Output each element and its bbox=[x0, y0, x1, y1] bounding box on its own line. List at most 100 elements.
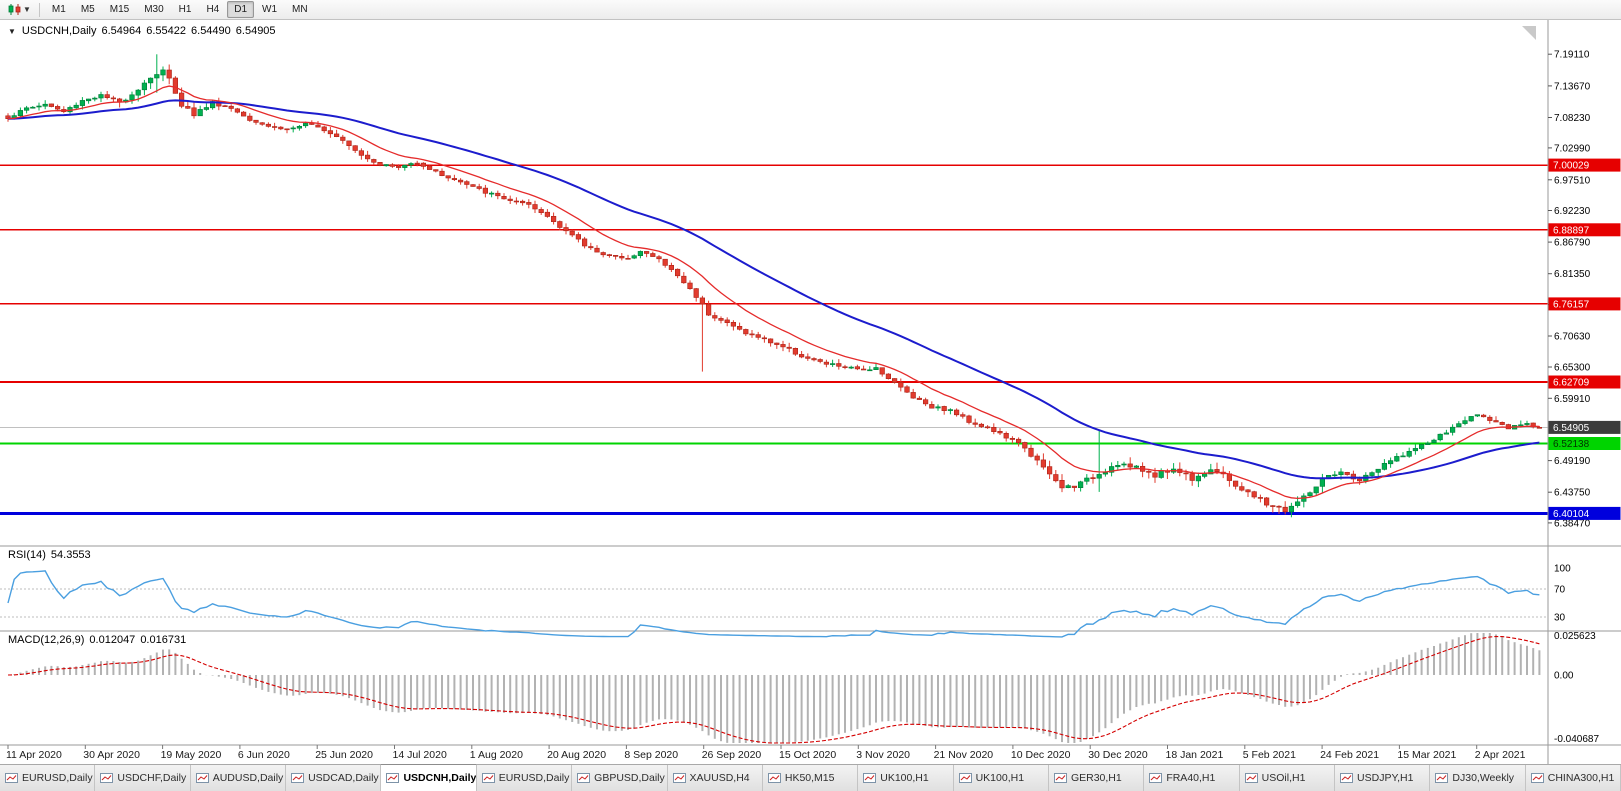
chart-tabbar: EURUSD,Daily USDCHF,Daily AUDUSD,Daily USDC… bbox=[0, 764, 1621, 791]
chart-tab-label: GER30,H1 bbox=[1070, 772, 1122, 784]
chart-tab-china300-h1[interactable]: CHINA300,H1 bbox=[1525, 765, 1621, 791]
chart-tab-icon bbox=[1340, 773, 1354, 783]
macd-panel[interactable]: 0.025623 0.00 -0.040687 bbox=[7, 631, 1599, 745]
svg-text:30: 30 bbox=[1554, 613, 1566, 624]
chart-tab-usoil-h1[interactable]: USOil,H1 bbox=[1239, 765, 1336, 791]
svg-text:8 Sep 2020: 8 Sep 2020 bbox=[624, 749, 678, 761]
svg-text:6.59910: 6.59910 bbox=[1554, 394, 1591, 405]
svg-text:7.19110: 7.19110 bbox=[1554, 50, 1590, 61]
chart-tab-gbpusd-daily[interactable]: GBPUSD,Daily bbox=[572, 765, 668, 791]
timeframe-button-w1[interactable]: W1 bbox=[262, 4, 278, 15]
chart-tab-label: USOil,H1 bbox=[1261, 772, 1306, 784]
timeframe-button-m1[interactable]: M1 bbox=[51, 4, 66, 15]
chart-tab-fra40-h1[interactable]: FRA40,H1 bbox=[1144, 765, 1240, 791]
chart-tab-usdchf-daily[interactable]: USDCHF,Daily bbox=[95, 765, 191, 791]
chart-tab-label: UK100,H1 bbox=[975, 772, 1025, 784]
svg-text:20 Aug 2020: 20 Aug 2020 bbox=[547, 749, 606, 761]
chart-tab-icon bbox=[672, 773, 686, 783]
timeframe-button-m30[interactable]: M30 bbox=[144, 4, 164, 15]
svg-text:19 May 2020: 19 May 2020 bbox=[161, 749, 222, 761]
chart-tab-label: USDJPY,H1 bbox=[1357, 772, 1414, 784]
svg-text:6.92230: 6.92230 bbox=[1554, 206, 1591, 217]
candlestick-chart-icon bbox=[8, 4, 21, 15]
svg-text:21 Nov 2020: 21 Nov 2020 bbox=[934, 749, 994, 761]
svg-text:0.025623: 0.025623 bbox=[1554, 631, 1596, 642]
chart-tab-eurusd-daily[interactable]: EURUSD,Daily bbox=[0, 765, 96, 791]
date-axis[interactable]: 11 Apr 2020 30 Apr 2020 19 May 2020 6 Jun 2… bbox=[6, 745, 1526, 761]
timeframe-button-m15[interactable]: M15 bbox=[109, 4, 130, 15]
one-click-trading-toggle[interactable]: ▼ bbox=[8, 27, 16, 36]
price-axis[interactable]: 7.19110 7.13670 7.08230 7.02990 6.97510 6.922… bbox=[1548, 50, 1621, 530]
chart-tab-label: HK50,M15 bbox=[784, 772, 835, 784]
chart-tab-xauusd-h4[interactable]: XAUUSD,H4 bbox=[667, 765, 763, 791]
chart-tab-label: USDCNH,Daily bbox=[403, 772, 477, 784]
chart-shift-marker[interactable] bbox=[1522, 26, 1536, 40]
svg-text:6.76157: 6.76157 bbox=[1553, 299, 1590, 310]
svg-text:6 Jun 2020: 6 Jun 2020 bbox=[238, 749, 290, 761]
svg-text:6.40104: 6.40104 bbox=[1553, 509, 1590, 520]
svg-text:24 Feb 2021: 24 Feb 2021 bbox=[1320, 749, 1379, 761]
svg-text:7.13670: 7.13670 bbox=[1554, 81, 1591, 92]
chart-tab-label: EURUSD,Daily bbox=[498, 772, 570, 784]
svg-text:6.86790: 6.86790 bbox=[1554, 238, 1591, 249]
svg-text:-0.040687: -0.040687 bbox=[1554, 734, 1599, 745]
svg-text:6.97510: 6.97510 bbox=[1554, 175, 1591, 186]
macd-signal-value: 0.016731 bbox=[140, 634, 187, 646]
chart-tab-label: USDCAD,Daily bbox=[308, 772, 379, 784]
timeframe-toolbar: ▼ M1 M5 M15 M30 H1 H4 D1 W1 MN bbox=[0, 0, 1621, 20]
chart-tab-icon bbox=[577, 773, 591, 783]
chart-type-button[interactable]: ▼ bbox=[4, 1, 34, 19]
rsi-indicator-label: RSI(14) 54.3553 bbox=[8, 549, 91, 561]
svg-text:6.65300: 6.65300 bbox=[1554, 363, 1591, 374]
chart-tab-label: GBPUSD,Daily bbox=[594, 772, 665, 784]
svg-text:100: 100 bbox=[1554, 564, 1571, 575]
chart-tab-eurusd-daily[interactable]: EURUSD,Daily bbox=[476, 765, 573, 791]
svg-text:18 Jan 2021: 18 Jan 2021 bbox=[1166, 749, 1224, 761]
svg-text:6.38470: 6.38470 bbox=[1554, 518, 1591, 529]
chart-tab-usdcnh-daily[interactable]: USDCNH,Daily bbox=[381, 764, 477, 791]
svg-text:7.02990: 7.02990 bbox=[1554, 143, 1591, 154]
macd-name: MACD(12,26,9) bbox=[8, 634, 85, 646]
chart-tab-ger30-h1[interactable]: GER30,H1 bbox=[1048, 765, 1145, 791]
chart-tab-icon bbox=[291, 773, 305, 783]
chart-tab-uk100-h1[interactable]: UK100,H1 bbox=[953, 765, 1049, 791]
symbol-period-label: USDCNH,Daily bbox=[21, 25, 97, 37]
chart-tab-audusd-daily[interactable]: AUDUSD,Daily bbox=[190, 765, 287, 791]
rsi-panel[interactable]: 100 70 30 bbox=[0, 564, 1571, 638]
timeframe-button-d1[interactable]: D1 bbox=[227, 1, 255, 18]
timeframe-button-m5[interactable]: M5 bbox=[80, 4, 95, 15]
ohlc-close: 6.54905 bbox=[235, 25, 276, 37]
chart-tab-usdjpy-h1[interactable]: USDJPY,H1 bbox=[1335, 765, 1431, 791]
svg-text:14 Jul 2020: 14 Jul 2020 bbox=[393, 749, 447, 761]
svg-text:2 Apr 2021: 2 Apr 2021 bbox=[1475, 749, 1526, 761]
chart-tab-dj30-weekly[interactable]: DJ30,Weekly bbox=[1430, 765, 1526, 791]
chart-tab-icon bbox=[1053, 773, 1067, 783]
chart-tab-icon bbox=[1530, 773, 1544, 783]
macd-indicator-label: MACD(12,26,9) 0.012047 0.016731 bbox=[8, 634, 186, 646]
timeframe-button-mn[interactable]: MN bbox=[292, 4, 308, 15]
chart-tab-label: USDCHF,Daily bbox=[117, 772, 187, 784]
ohlc-high: 6.55422 bbox=[146, 25, 187, 37]
timeframe-button-h1[interactable]: H1 bbox=[178, 4, 192, 15]
chart-tab-icon bbox=[1244, 773, 1258, 783]
svg-text:10 Dec 2020: 10 Dec 2020 bbox=[1011, 749, 1071, 761]
price-chart-canvas[interactable]: 100 70 30 0.025623 0.00 -0.040687 7.19110 7.136… bbox=[0, 20, 1621, 764]
chart-tab-icon bbox=[481, 773, 495, 783]
chart-tab-icon bbox=[386, 773, 400, 783]
chart-tab-hk50-m15[interactable]: HK50,M15 bbox=[762, 765, 859, 791]
chart-tab-label: UK100,H1 bbox=[880, 772, 929, 784]
svg-text:6.52138: 6.52138 bbox=[1553, 439, 1590, 450]
svg-text:30 Dec 2020: 30 Dec 2020 bbox=[1088, 749, 1148, 761]
timeframe-button-h4[interactable]: H4 bbox=[206, 4, 220, 15]
chart-tab-usdcad-daily[interactable]: USDCAD,Daily bbox=[286, 765, 382, 791]
macd-main-value: 0.012047 bbox=[89, 634, 136, 646]
svg-text:6.88897: 6.88897 bbox=[1553, 225, 1590, 236]
chart-tab-uk100-h1[interactable]: UK100,H1 bbox=[858, 765, 954, 791]
ohlc-open: 6.54964 bbox=[101, 25, 142, 37]
chart-tab-icon bbox=[5, 773, 18, 783]
chart-tab-label: XAUUSD,H4 bbox=[689, 772, 750, 784]
rsi-value: 54.3553 bbox=[50, 549, 91, 561]
svg-text:11 Apr 2020: 11 Apr 2020 bbox=[6, 749, 62, 761]
svg-text:25 Jun 2020: 25 Jun 2020 bbox=[315, 749, 373, 761]
